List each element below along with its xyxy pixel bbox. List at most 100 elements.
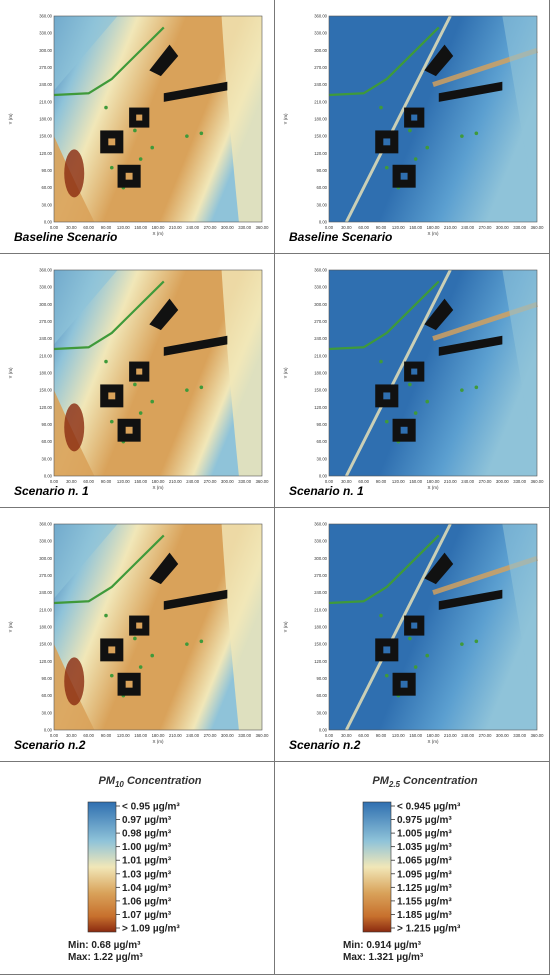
y-tick-label: 150.00 bbox=[39, 134, 52, 139]
y-tick-label: 0.00 bbox=[44, 220, 53, 225]
y-tick-label: 180.00 bbox=[39, 371, 52, 376]
x-tick-label: 150.00 bbox=[409, 733, 422, 738]
y-tick-label: 60.00 bbox=[42, 439, 53, 444]
y-tick-label: 30.00 bbox=[42, 456, 53, 461]
y-tick-label: 360.00 bbox=[314, 522, 327, 527]
x-tick-label: 150.00 bbox=[409, 225, 422, 230]
y-tick-label: 300.00 bbox=[39, 48, 52, 53]
building bbox=[438, 589, 503, 610]
y-tick-label: 210.00 bbox=[39, 607, 52, 612]
x-tick-label: 60.00 bbox=[358, 225, 369, 230]
vegetation-patch bbox=[199, 639, 204, 644]
legend-entry: 1.07 µg/m³ bbox=[122, 910, 172, 921]
vegetation-patch bbox=[474, 639, 479, 644]
courtyard bbox=[108, 138, 116, 146]
concentration-map: 0.00 30.00 60.00 90.00 120.00 150.00 180.00 210… bbox=[8, 522, 269, 745]
x-tick-label: 150.00 bbox=[134, 479, 147, 484]
vegetation-patch bbox=[474, 131, 479, 136]
y-tick-label: 300.00 bbox=[314, 48, 327, 53]
edge-zone bbox=[221, 16, 262, 222]
y-tick-label: 90.00 bbox=[317, 168, 328, 173]
courtyard bbox=[400, 680, 408, 688]
vegetation-line bbox=[53, 534, 165, 605]
scenario-caption: Scenario n. 1 bbox=[14, 484, 89, 498]
y-tick-label: 330.00 bbox=[314, 539, 327, 544]
y-tick-label: 60.00 bbox=[317, 693, 328, 698]
x-tick-label: 30.00 bbox=[341, 733, 352, 738]
vegetation-patch bbox=[199, 385, 204, 390]
x-tick-label: 180.00 bbox=[152, 225, 165, 230]
concentration-field bbox=[329, 524, 537, 730]
concentration-map: 0.00 30.00 60.00 90.00 120.00 150.00 180.00 210… bbox=[283, 268, 544, 491]
courtyard bbox=[400, 426, 408, 434]
x-tick-label: 90.00 bbox=[101, 479, 112, 484]
low-zone bbox=[54, 16, 118, 91]
y-tick-label: 210.00 bbox=[39, 353, 52, 358]
courtyard bbox=[108, 392, 116, 400]
y-tick-label: 150.00 bbox=[314, 388, 327, 393]
courtyard bbox=[383, 646, 391, 654]
x-tick-label: 300.00 bbox=[496, 225, 509, 230]
courtyard bbox=[136, 622, 143, 629]
vegetation-line bbox=[328, 534, 440, 605]
y-tick-label: 60.00 bbox=[317, 185, 328, 190]
courtyard bbox=[136, 114, 143, 121]
legend-entry: 1.065 µg/m³ bbox=[397, 856, 452, 867]
x-tick-label: 120.00 bbox=[392, 733, 405, 738]
y-tick-label: 330.00 bbox=[39, 539, 52, 544]
x-tick-label: 360.00 bbox=[531, 733, 544, 738]
legend-max: Max: 1.22 µg/m³ bbox=[68, 952, 143, 963]
y-tick-label: 270.00 bbox=[314, 573, 327, 578]
vegetation-patch bbox=[413, 665, 418, 669]
x-tick-label: 330.00 bbox=[238, 479, 251, 484]
x-tick-label: 180.00 bbox=[427, 479, 440, 484]
vegetation-patch bbox=[408, 128, 412, 133]
vegetation-patch bbox=[460, 642, 464, 646]
vegetation-patch bbox=[133, 636, 137, 641]
x-tick-label: 240.00 bbox=[186, 479, 199, 484]
x-tick-label: 180.00 bbox=[427, 733, 440, 738]
y-tick-label: 210.00 bbox=[314, 607, 327, 612]
x-tick-label: 90.00 bbox=[376, 479, 387, 484]
x-tick-label: 30.00 bbox=[66, 225, 77, 230]
y-tick-label: 240.00 bbox=[314, 82, 327, 87]
x-tick-label: 120.00 bbox=[392, 225, 405, 230]
vegetation-patch bbox=[199, 131, 204, 136]
edge-zone bbox=[502, 16, 537, 222]
vegetation-patch bbox=[109, 419, 114, 424]
x-axis-label: X (m) bbox=[428, 231, 439, 236]
x-tick-label: 150.00 bbox=[134, 225, 147, 230]
courtyard bbox=[125, 680, 133, 688]
x-tick-label: 300.00 bbox=[221, 733, 234, 738]
x-axis-label: X (m) bbox=[428, 739, 439, 744]
y-tick-label: 30.00 bbox=[317, 710, 328, 715]
y-tick-label: 60.00 bbox=[317, 439, 328, 444]
courtyard bbox=[125, 426, 133, 434]
y-tick-label: 330.00 bbox=[39, 31, 52, 36]
axes-frame bbox=[328, 15, 538, 223]
plume-line bbox=[344, 523, 452, 731]
vegetation-line bbox=[53, 26, 165, 97]
courtyard bbox=[411, 622, 418, 629]
courtyard bbox=[400, 172, 408, 180]
high-zone bbox=[54, 390, 95, 476]
x-tick-label: 210.00 bbox=[169, 479, 182, 484]
vegetation-patch bbox=[379, 359, 383, 364]
y-tick-label: 240.00 bbox=[39, 82, 52, 87]
plot-area bbox=[328, 15, 538, 223]
x-tick-label: 270.00 bbox=[479, 479, 492, 484]
legend-entry: 1.03 µg/m³ bbox=[122, 869, 172, 880]
plume-line bbox=[344, 269, 452, 477]
courtyard bbox=[383, 392, 391, 400]
y-tick-label: 30.00 bbox=[42, 710, 53, 715]
legend: PM10 Concentration < 0.95 µg/m³ 0.97 µg/m³… bbox=[68, 775, 202, 963]
y-tick-label: 210.00 bbox=[314, 353, 327, 358]
building bbox=[424, 298, 454, 331]
vegetation-line bbox=[53, 280, 165, 351]
x-tick-label: 0.00 bbox=[50, 479, 59, 484]
x-tick-label: 330.00 bbox=[513, 225, 526, 230]
y-tick-label: 270.00 bbox=[314, 319, 327, 324]
plot-area bbox=[328, 523, 538, 731]
x-tick-label: 0.00 bbox=[325, 225, 334, 230]
